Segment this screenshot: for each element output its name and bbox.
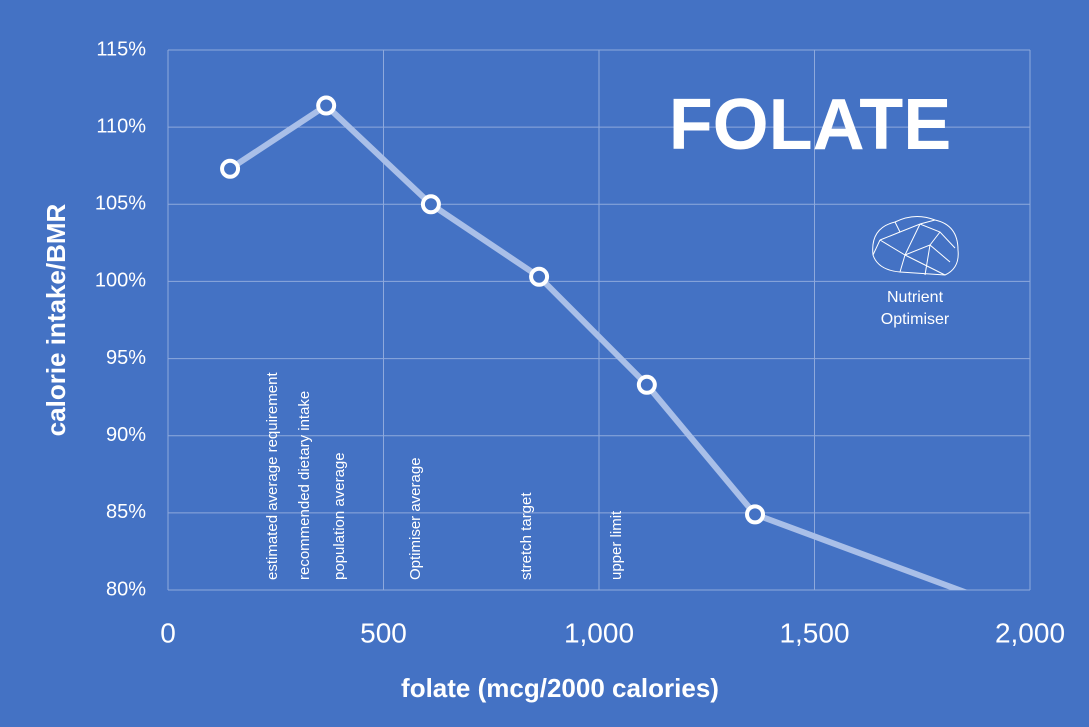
y-tick-label: 115%	[96, 38, 146, 60]
annotation: upper limit	[608, 510, 625, 580]
annotation: stretch target	[518, 492, 535, 580]
annotation: population average	[331, 452, 348, 580]
plot-area	[220, 95, 968, 590]
annotation: recommended dietary intake	[296, 391, 313, 580]
y-tick-label: 105%	[95, 193, 146, 215]
annotation: estimated average requirement	[264, 372, 281, 580]
grid	[167, 49, 1031, 591]
y-axis-title: calorie intake/BMR	[41, 203, 71, 436]
x-tick-label: 1,500	[779, 617, 849, 648]
chart-title: FOLATE	[669, 85, 952, 165]
marker	[316, 95, 337, 116]
y-tick-label: 110%	[96, 115, 146, 137]
annotation: Optimiser average	[407, 457, 424, 580]
x-tick-label: 500	[360, 617, 407, 648]
marker	[420, 194, 441, 215]
marker	[636, 374, 657, 395]
x-tick-label: 2,000	[995, 617, 1065, 648]
logo-icon	[872, 216, 959, 276]
marker	[220, 158, 241, 179]
y-tick-label: 90%	[106, 424, 146, 446]
marker	[529, 266, 550, 287]
y-tick-label: 95%	[106, 347, 146, 369]
y-tick-label: 85%	[106, 501, 146, 523]
marker	[745, 504, 766, 525]
x-tick-label: 0	[160, 617, 176, 648]
logo-text: Nutrient	[887, 289, 944, 306]
x-tick-label: 1,000	[564, 617, 634, 648]
y-tick-label: 80%	[106, 578, 146, 600]
x-axis-title: folate (mcg/2000 calories)	[401, 673, 719, 703]
logo-text: Optimiser	[881, 311, 950, 328]
y-tick-label: 100%	[95, 270, 146, 292]
